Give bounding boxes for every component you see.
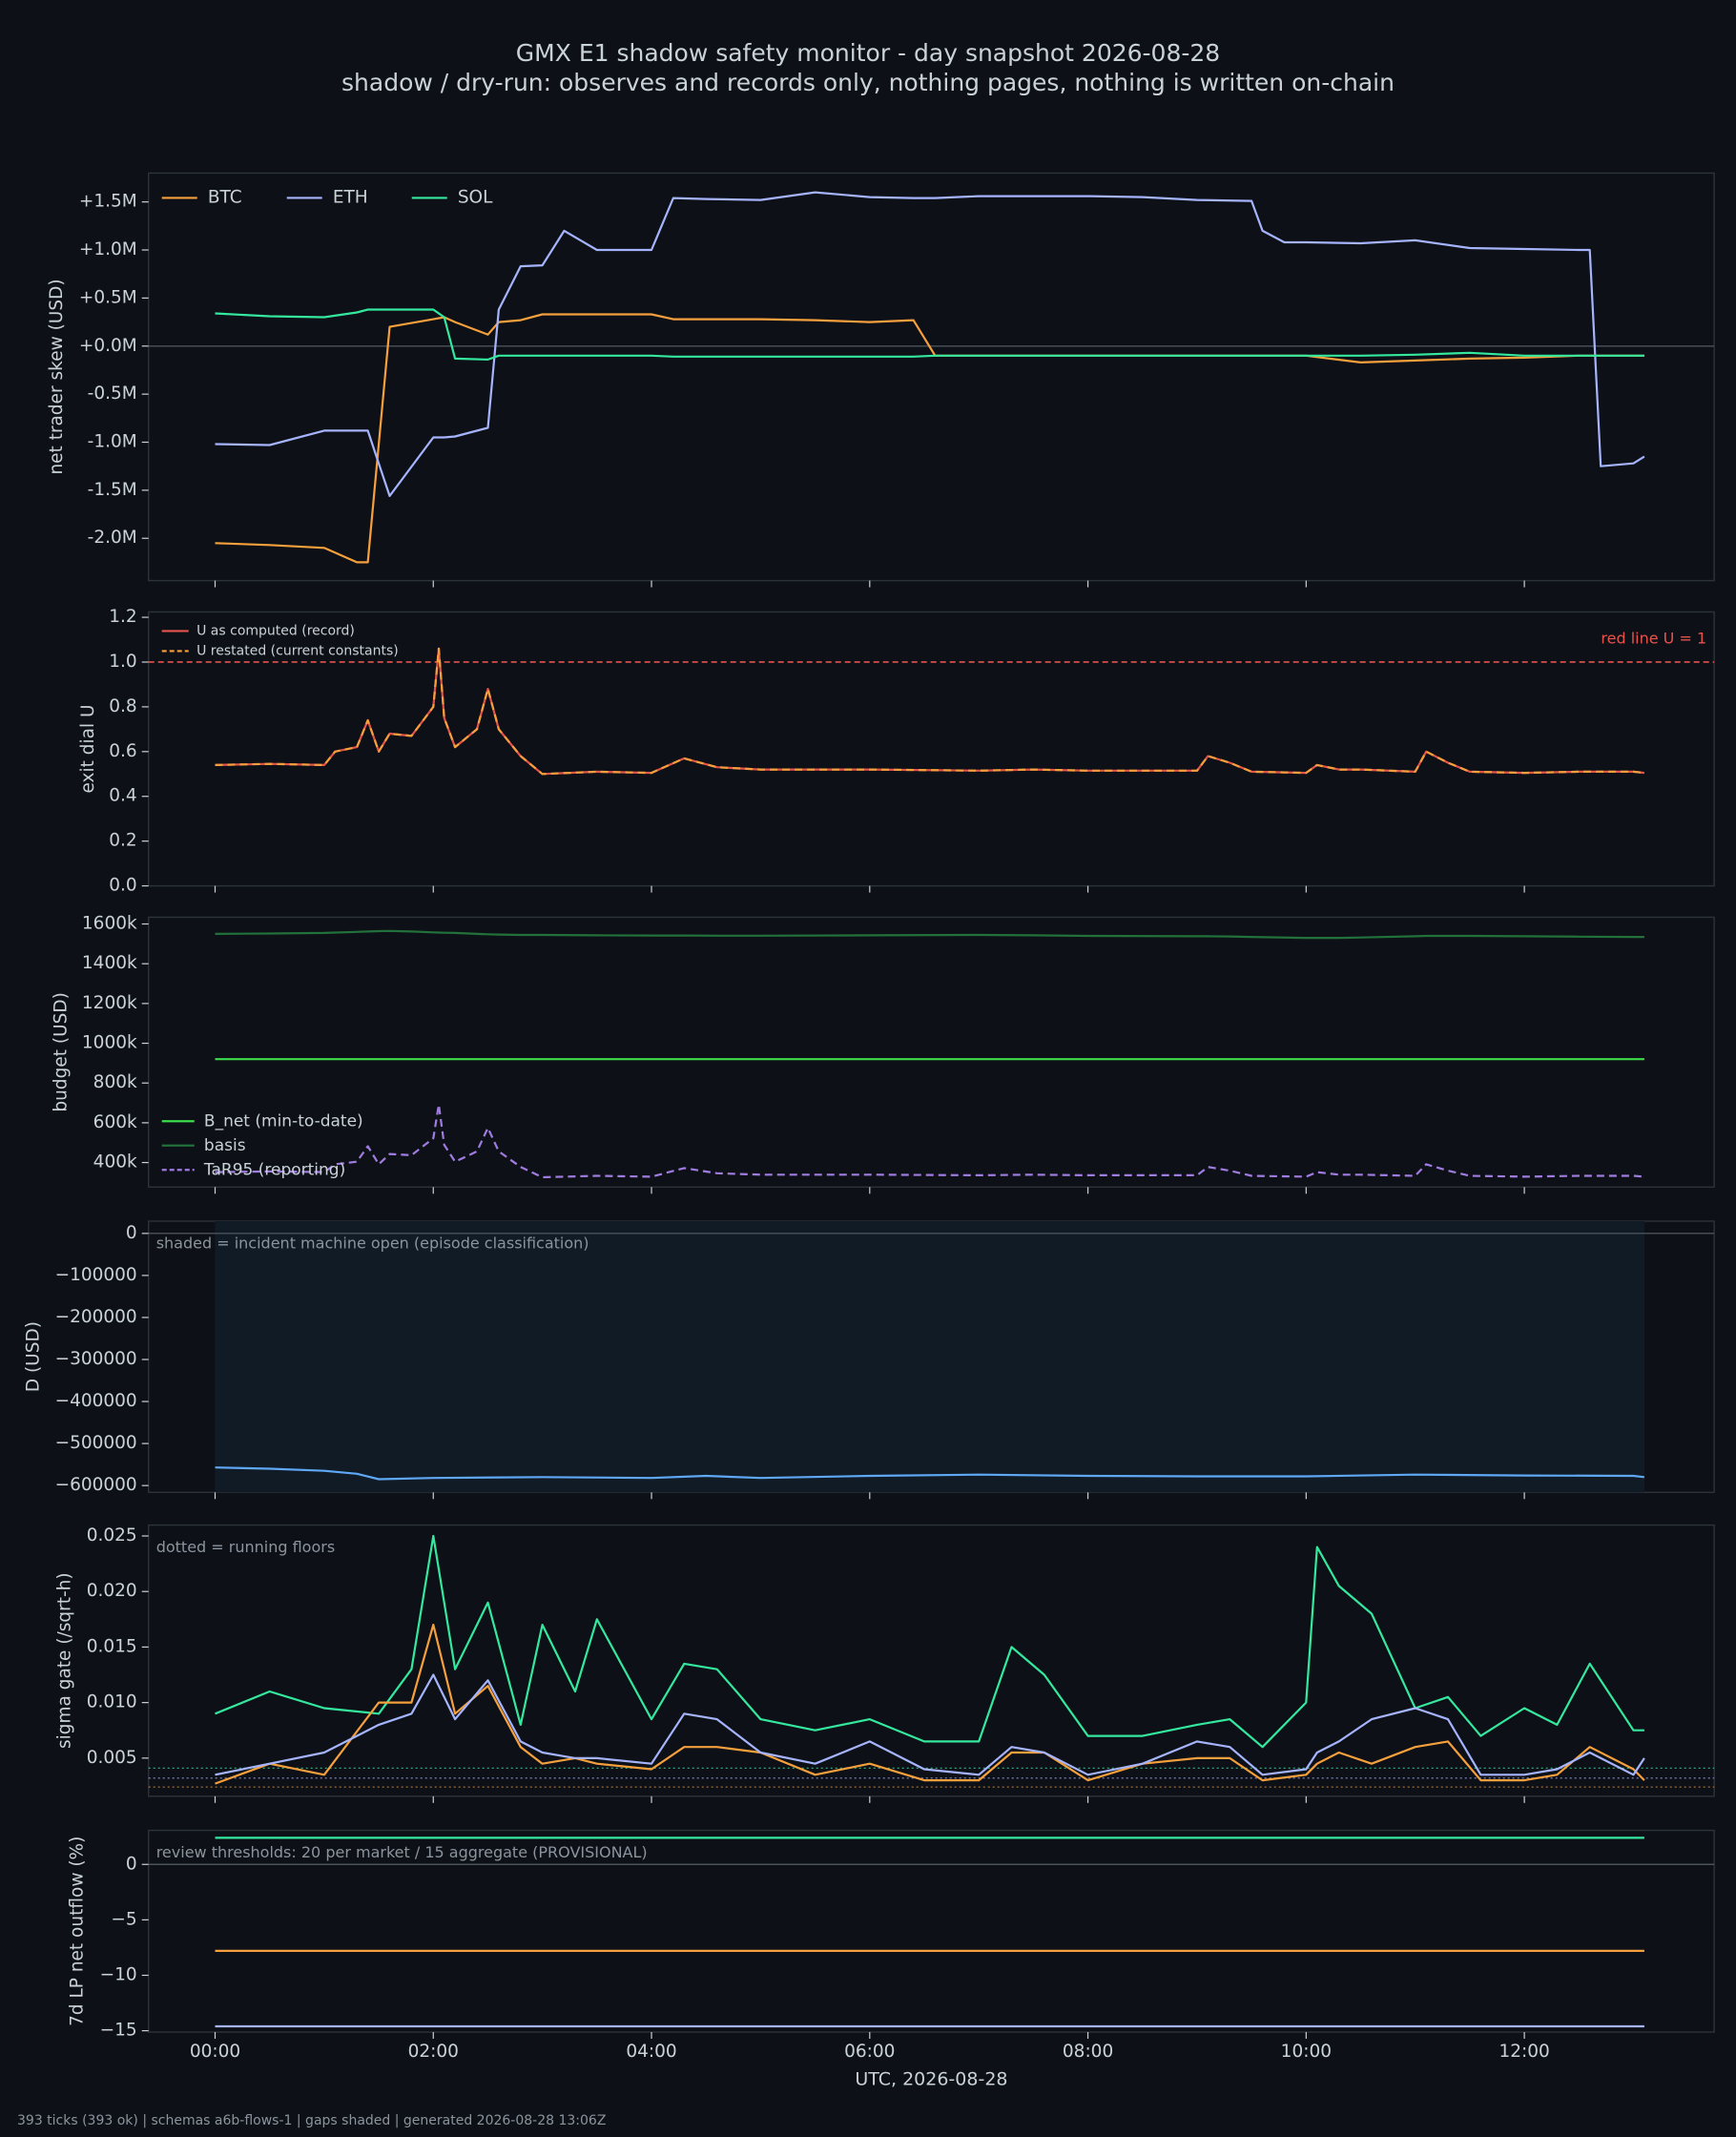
legend-label: B_net (min-to-date) (204, 1111, 363, 1131)
y-tick-label: 600k (93, 1112, 137, 1132)
y-tick-label: +1.0M (79, 239, 137, 259)
shaded-region (215, 1221, 1644, 1493)
x-tick-label: 00:00 (190, 2042, 240, 2062)
threshold-label: red line U = 1 (1601, 629, 1706, 647)
y-tick-label: 1.2 (109, 607, 136, 627)
legend-label: U restated (current constants) (196, 643, 399, 658)
x-tick-label: 04:00 (626, 2042, 676, 2062)
x-tick-label: 08:00 (1063, 2042, 1113, 2062)
y-tick-label: 0.0 (109, 876, 136, 896)
y-tick-label: 0.8 (109, 696, 136, 716)
panel-note: review thresholds: 20 per market / 15 ag… (156, 1843, 648, 1861)
y-tick-label: 1400k (82, 953, 137, 973)
data-line (215, 1534, 1644, 1749)
y-axis-label: budget (USD) (51, 992, 71, 1111)
y-tick-label: -0.5M (88, 384, 137, 404)
y-tick-label: +0.0M (79, 336, 137, 356)
y-tick-label: 0.010 (87, 1692, 137, 1712)
y-tick-label: 400k (93, 1152, 137, 1172)
data-line (215, 191, 1645, 497)
x-tick-label: 02:00 (408, 2042, 459, 2062)
y-tick-label: +0.5M (79, 287, 137, 307)
axes-background (148, 916, 1715, 1188)
y-tick-label: −500000 (55, 1433, 137, 1453)
y-tick-label: −600000 (55, 1475, 137, 1495)
data-line (215, 1103, 1644, 1179)
legend-label: BTC (208, 187, 242, 207)
y-tick-label: 800k (93, 1072, 137, 1092)
legend-label: ETH (333, 187, 368, 207)
y-axis-label: exit dial U (78, 704, 98, 793)
x-tick-label: 06:00 (844, 2042, 895, 2062)
y-tick-label: -1.0M (88, 432, 137, 452)
x-axis-label: UTC, 2026-08-28 (855, 2069, 1007, 2090)
y-tick-label: 1200k (82, 993, 137, 1013)
y-tick-label: 1600k (82, 914, 137, 934)
y-tick-label: 0.020 (87, 1581, 137, 1601)
y-tick-label: -2.0M (88, 528, 137, 548)
figure-title: GMX E1 shadow safety monitor - day snaps… (516, 39, 1220, 67)
axes-background (148, 1524, 1715, 1797)
y-tick-label: +1.5M (79, 192, 137, 212)
y-tick-label: 0 (126, 1854, 137, 1874)
y-tick-label: 0.4 (109, 786, 136, 806)
data-line (215, 1673, 1645, 1776)
y-tick-label: -1.5M (88, 480, 137, 500)
y-tick-label: −15 (100, 2021, 137, 2041)
y-tick-label: 0.005 (87, 1748, 137, 1768)
data-line (215, 929, 1644, 940)
y-tick-label: −200000 (55, 1307, 137, 1327)
y-tick-label: −10 (100, 1964, 137, 1984)
axes-background (148, 172, 1715, 582)
y-tick-label: −300000 (55, 1349, 137, 1369)
shade-note: shaded = incident machine open (episode … (156, 1234, 589, 1253)
data-line (215, 1466, 1645, 1481)
y-axis-label: sigma gate (/sqrt-h) (55, 1572, 75, 1749)
footer: 393 ticks (393 ok) | schemas a6b-flows-1… (17, 2113, 606, 2128)
y-axis-label: D (USD) (24, 1321, 44, 1392)
figure-subtitle: shadow / dry-run: observes and records o… (341, 69, 1395, 96)
x-tick-label: 10:00 (1281, 2042, 1332, 2062)
y-axis-label: 7d LP net outflow (%) (67, 1836, 87, 2026)
y-axis-label: net trader skew (USD) (47, 279, 67, 474)
legend-label: U as computed (record) (196, 623, 355, 638)
y-tick-label: 0.015 (87, 1636, 137, 1656)
x-tick-label: 12:00 (1498, 2042, 1549, 2062)
data-line (215, 308, 1644, 361)
y-tick-label: 1.0 (109, 652, 136, 672)
y-tick-label: 0.025 (87, 1525, 137, 1546)
data-line (215, 647, 1645, 776)
y-tick-label: 0.2 (109, 831, 136, 851)
legend-label: basis (204, 1136, 246, 1155)
panel-note: dotted = running floors (156, 1538, 335, 1556)
y-tick-label: 0 (126, 1223, 137, 1243)
legend-label: TaR95 (reporting) (203, 1160, 345, 1179)
y-tick-label: −100000 (55, 1265, 137, 1285)
y-tick-label: −5 (111, 1909, 136, 1929)
data-line (215, 313, 1644, 564)
data-line (215, 1624, 1645, 1785)
y-tick-label: −400000 (55, 1391, 137, 1411)
axes-background (148, 611, 1715, 887)
y-tick-label: 0.6 (109, 741, 136, 761)
y-tick-label: 1000k (82, 1033, 137, 1053)
legend-label: SOL (458, 187, 493, 207)
